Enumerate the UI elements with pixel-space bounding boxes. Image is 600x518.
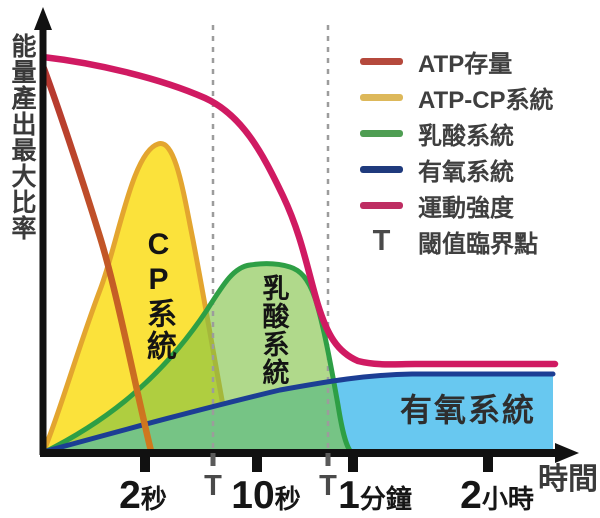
cp-system-area-label: CP系統 xyxy=(142,228,175,362)
tick-unit: 秒 xyxy=(140,484,167,514)
atp-line-swatch xyxy=(360,58,403,65)
tick-unit: 分鐘 xyxy=(359,484,412,514)
legend-item-threshold: T 閾值臨界點 xyxy=(360,225,554,258)
lactic-line-swatch xyxy=(360,130,403,137)
x-tick-label-2s: 2秒 xyxy=(119,474,167,518)
x-tick-label-2h: 2小時 xyxy=(460,474,534,518)
legend-label: 有氧系統 xyxy=(418,159,514,186)
tick-1min xyxy=(348,453,358,472)
tick-number: 10 xyxy=(231,474,275,517)
tick-number: 2 xyxy=(460,474,482,517)
legend-label: 閾值臨界點 xyxy=(418,231,538,258)
legend-label: ATP存量 xyxy=(418,51,513,78)
lactic-system-area-label: 乳酸系統 xyxy=(258,274,289,386)
tick-number: 2 xyxy=(119,474,141,517)
legend-label: ATP-CP系統 xyxy=(418,87,554,114)
legend-item-intensity: 運動強度 xyxy=(360,192,554,222)
y-axis-label: 能量產出最大比率 xyxy=(8,33,36,241)
x-axis-arrow xyxy=(555,443,579,463)
x-axis-label: 時間 xyxy=(538,463,598,496)
intensity-curve xyxy=(39,53,559,368)
atp-cp-line-swatch xyxy=(360,94,403,101)
legend-item-aerobic: 有氧系統 xyxy=(360,156,554,186)
legend-item-atp-cp: ATP-CP系統 xyxy=(360,84,554,114)
tick-10s xyxy=(252,453,262,472)
legend-label: 運動強度 xyxy=(418,195,514,222)
legend-label: 乳酸系統 xyxy=(418,123,514,150)
threshold-symbol: T xyxy=(372,225,391,257)
tick-threshold-2 xyxy=(325,453,331,466)
aerobic-line-swatch xyxy=(360,166,403,173)
aerobic-system-line xyxy=(40,371,556,455)
x-tick-label-threshold-1: T xyxy=(204,470,222,502)
tick-unit: 小時 xyxy=(481,484,534,514)
intensity-line-swatch xyxy=(360,202,403,209)
x-tick-label-1min: 1分鐘 xyxy=(338,474,412,518)
x-tick-label-threshold-2: T xyxy=(319,470,337,502)
legend-item-lactic: 乳酸系統 xyxy=(360,120,554,150)
legend: ATP存量 ATP-CP系統 乳酸系統 有氧系統 運動強度 T 閾值臨界點 xyxy=(360,48,554,258)
legend-item-atp: ATP存量 xyxy=(360,48,554,78)
tick-threshold-1 xyxy=(210,453,216,466)
lactic-system-outline xyxy=(40,261,355,456)
atp-store-curve xyxy=(39,62,155,455)
y-axis-arrow xyxy=(34,7,52,30)
tick-2h xyxy=(483,453,493,472)
x-tick-label-10s: 10秒 xyxy=(231,474,300,518)
tick-2s xyxy=(140,453,150,472)
aerobic-system-area-label: 有氧系統 xyxy=(399,392,537,428)
tick-number: 1 xyxy=(338,474,360,517)
tick-unit: 秒 xyxy=(274,484,301,514)
